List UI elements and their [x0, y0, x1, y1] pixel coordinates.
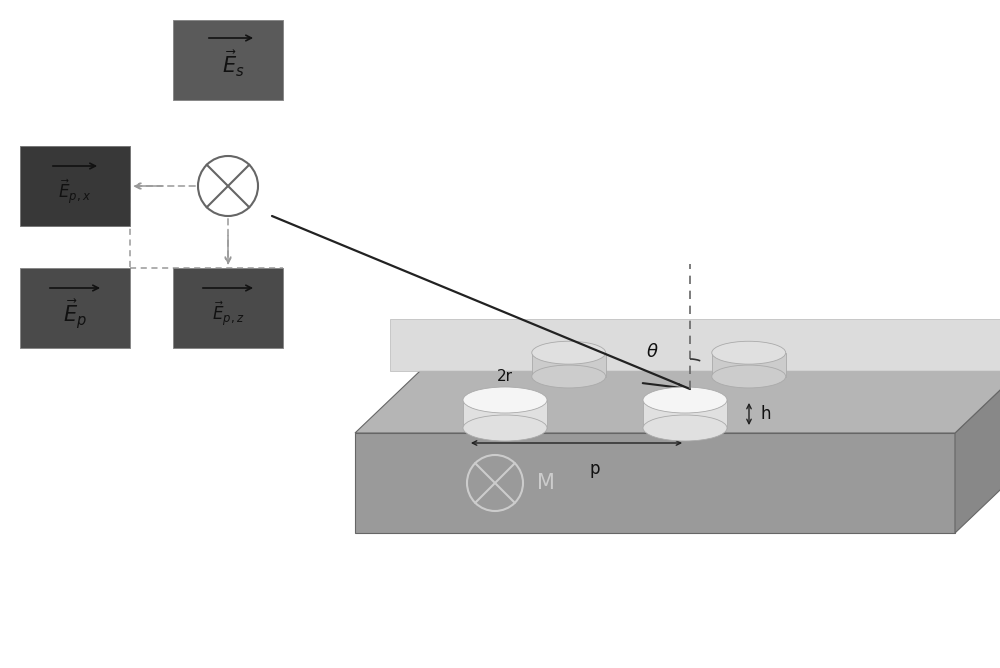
Text: h: h — [761, 405, 772, 423]
Polygon shape — [20, 268, 130, 348]
Ellipse shape — [643, 387, 727, 413]
Ellipse shape — [712, 365, 786, 388]
Ellipse shape — [463, 387, 547, 413]
Polygon shape — [355, 371, 1000, 433]
Polygon shape — [712, 353, 786, 377]
Ellipse shape — [532, 365, 606, 388]
Ellipse shape — [643, 415, 727, 441]
Polygon shape — [532, 353, 606, 377]
Ellipse shape — [712, 341, 786, 364]
Text: M: M — [537, 473, 555, 493]
Ellipse shape — [532, 341, 606, 364]
Polygon shape — [955, 371, 1000, 533]
Text: $\vec{E}_{p,z}$: $\vec{E}_{p,z}$ — [212, 300, 244, 329]
Polygon shape — [643, 400, 727, 428]
Polygon shape — [463, 400, 547, 428]
Text: $\vec{E}_p$: $\vec{E}_p$ — [63, 297, 87, 331]
Polygon shape — [173, 268, 283, 348]
Polygon shape — [390, 319, 1000, 371]
Ellipse shape — [463, 415, 547, 441]
Text: $\vec{E}_{p,x}$: $\vec{E}_{p,x}$ — [58, 178, 92, 206]
Polygon shape — [173, 20, 283, 100]
Text: 2r: 2r — [497, 369, 513, 384]
Text: p: p — [590, 460, 600, 478]
Text: $\vec{E}_s$: $\vec{E}_s$ — [222, 49, 244, 79]
Polygon shape — [20, 146, 130, 226]
Polygon shape — [355, 433, 955, 533]
Text: $\theta$: $\theta$ — [646, 343, 658, 361]
